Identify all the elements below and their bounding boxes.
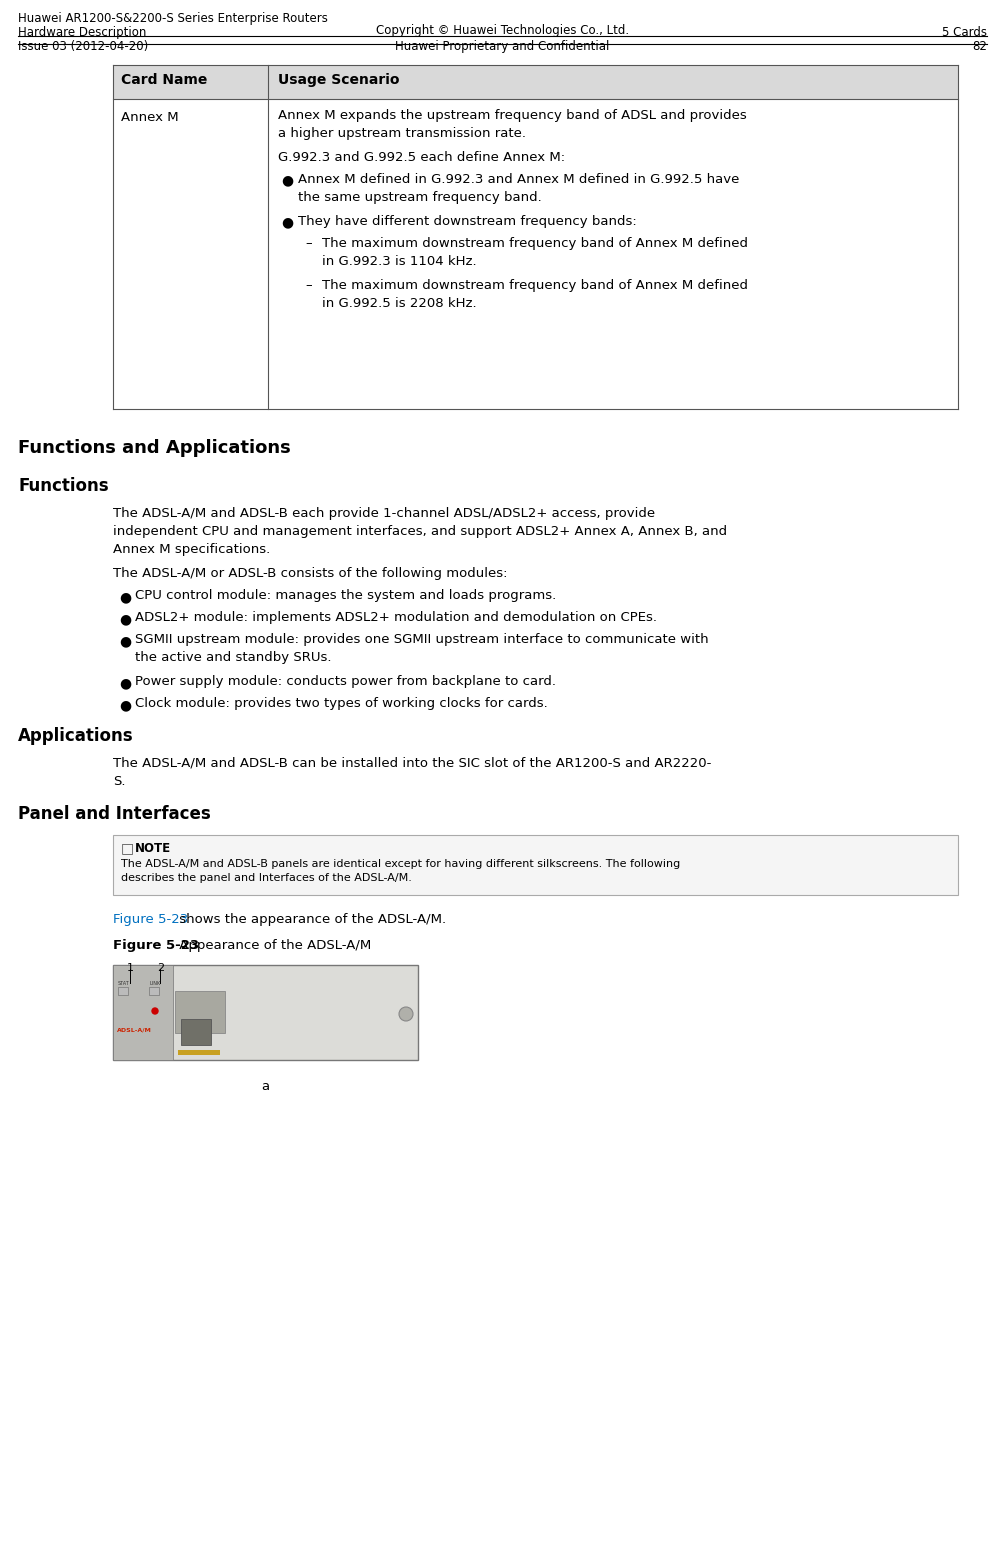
Text: Hardware Description: Hardware Description xyxy=(18,27,147,39)
Text: SGMII upstream module: provides one SGMII upstream interface to communicate with: SGMII upstream module: provides one SGMI… xyxy=(135,633,709,646)
Text: ADSL2+ module: implements ADSL2+ modulation and demodulation on CPEs.: ADSL2+ module: implements ADSL2+ modulat… xyxy=(135,611,657,624)
Text: describes the panel and Interfaces of the ADSL-A/M.: describes the panel and Interfaces of th… xyxy=(121,873,412,882)
Text: Copyright © Huawei Technologies Co., Ltd.: Copyright © Huawei Technologies Co., Ltd… xyxy=(376,24,629,38)
Text: CPU control module: manages the system and loads programs.: CPU control module: manages the system a… xyxy=(135,589,556,602)
Text: shows the appearance of the ADSL-A/M.: shows the appearance of the ADSL-A/M. xyxy=(175,914,446,926)
Text: LINK: LINK xyxy=(149,981,160,986)
Text: S.: S. xyxy=(113,776,126,788)
Text: STAT: STAT xyxy=(118,981,130,986)
Text: 1: 1 xyxy=(127,964,134,973)
Text: The maximum downstream frequency band of Annex M defined: The maximum downstream frequency band of… xyxy=(322,237,748,251)
Text: a higher upstream transmission rate.: a higher upstream transmission rate. xyxy=(277,127,526,139)
Text: Annex M specifications.: Annex M specifications. xyxy=(113,544,270,556)
Text: Huawei AR1200-S&2200-S Series Enterprise Routers: Huawei AR1200-S&2200-S Series Enterprise… xyxy=(18,13,328,25)
Text: a: a xyxy=(261,1080,269,1094)
Text: Applications: Applications xyxy=(18,727,134,744)
Text: in G.992.5 is 2208 kHz.: in G.992.5 is 2208 kHz. xyxy=(322,298,476,310)
Bar xyxy=(118,987,128,995)
Text: ●: ● xyxy=(119,697,131,711)
Text: Issue 03 (2012-04-20): Issue 03 (2012-04-20) xyxy=(18,41,149,53)
Text: 2: 2 xyxy=(157,964,164,973)
Text: ●: ● xyxy=(119,613,131,625)
Text: –: – xyxy=(306,279,313,291)
Text: Usage Scenario: Usage Scenario xyxy=(277,74,399,88)
Text: Figure 5-23: Figure 5-23 xyxy=(113,939,199,953)
Text: The ADSL-A/M and ADSL-B each provide 1-channel ADSL/ADSL2+ access, provide: The ADSL-A/M and ADSL-B each provide 1-c… xyxy=(113,508,655,520)
Bar xyxy=(113,99,958,409)
Circle shape xyxy=(152,1008,158,1014)
Text: the active and standby SRUs.: the active and standby SRUs. xyxy=(135,650,332,664)
Text: Power supply module: conducts power from backplane to card.: Power supply module: conducts power from… xyxy=(135,675,556,688)
Text: ●: ● xyxy=(119,591,131,603)
Text: The ADSL-A/M and ADSL-B panels are identical except for having different silkscr: The ADSL-A/M and ADSL-B panels are ident… xyxy=(121,859,680,870)
Text: –: – xyxy=(306,237,313,251)
Text: Clock module: provides two types of working clocks for cards.: Clock module: provides two types of work… xyxy=(135,697,548,710)
Text: NOTE: NOTE xyxy=(135,841,171,856)
Bar xyxy=(113,965,418,1059)
Text: 82: 82 xyxy=(972,41,987,53)
Text: 5 Cards: 5 Cards xyxy=(942,27,987,39)
Text: ●: ● xyxy=(281,215,293,229)
Circle shape xyxy=(399,1008,413,1022)
Text: Appearance of the ADSL-A/M: Appearance of the ADSL-A/M xyxy=(175,939,371,953)
Text: G.992.3 and G.992.5 each define Annex M:: G.992.3 and G.992.5 each define Annex M: xyxy=(277,150,565,165)
Text: Functions and Applications: Functions and Applications xyxy=(18,439,290,458)
Text: Figure 5-23: Figure 5-23 xyxy=(113,914,188,926)
Text: ●: ● xyxy=(119,635,131,649)
Bar xyxy=(113,64,958,99)
Bar xyxy=(181,1019,211,1045)
Text: independent CPU and management interfaces, and support ADSL2+ Annex A, Annex B, : independent CPU and management interface… xyxy=(113,525,728,537)
Text: ●: ● xyxy=(281,172,293,186)
Text: ADSL-A/M: ADSL-A/M xyxy=(117,1026,152,1033)
Text: Card Name: Card Name xyxy=(121,74,207,88)
Text: The maximum downstream frequency band of Annex M defined: The maximum downstream frequency band of… xyxy=(322,279,748,291)
Text: the same upstream frequency band.: the same upstream frequency band. xyxy=(297,191,542,204)
Text: Huawei Proprietary and Confidential: Huawei Proprietary and Confidential xyxy=(395,41,610,53)
Bar xyxy=(113,835,958,895)
Text: They have different downstream frequency bands:: They have different downstream frequency… xyxy=(297,215,636,229)
Text: The ADSL-A/M and ADSL-B can be installed into the SIC slot of the AR1200-S and A: The ADSL-A/M and ADSL-B can be installed… xyxy=(113,757,712,769)
Text: Annex M: Annex M xyxy=(121,111,179,124)
Text: The ADSL-A/M or ADSL-B consists of the following modules:: The ADSL-A/M or ADSL-B consists of the f… xyxy=(113,567,508,580)
Text: Annex M expands the upstream frequency band of ADSL and provides: Annex M expands the upstream frequency b… xyxy=(277,110,747,122)
Bar xyxy=(178,1050,220,1055)
Bar xyxy=(113,965,173,1059)
Text: Functions: Functions xyxy=(18,476,109,495)
Bar xyxy=(149,987,159,995)
Text: Annex M defined in G.992.3 and Annex M defined in G.992.5 have: Annex M defined in G.992.3 and Annex M d… xyxy=(297,172,739,186)
Bar xyxy=(175,990,225,1033)
Text: ●: ● xyxy=(119,675,131,689)
Text: □: □ xyxy=(121,841,134,856)
Text: in G.992.3 is 1104 kHz.: in G.992.3 is 1104 kHz. xyxy=(322,255,476,268)
Text: Panel and Interfaces: Panel and Interfaces xyxy=(18,805,211,823)
